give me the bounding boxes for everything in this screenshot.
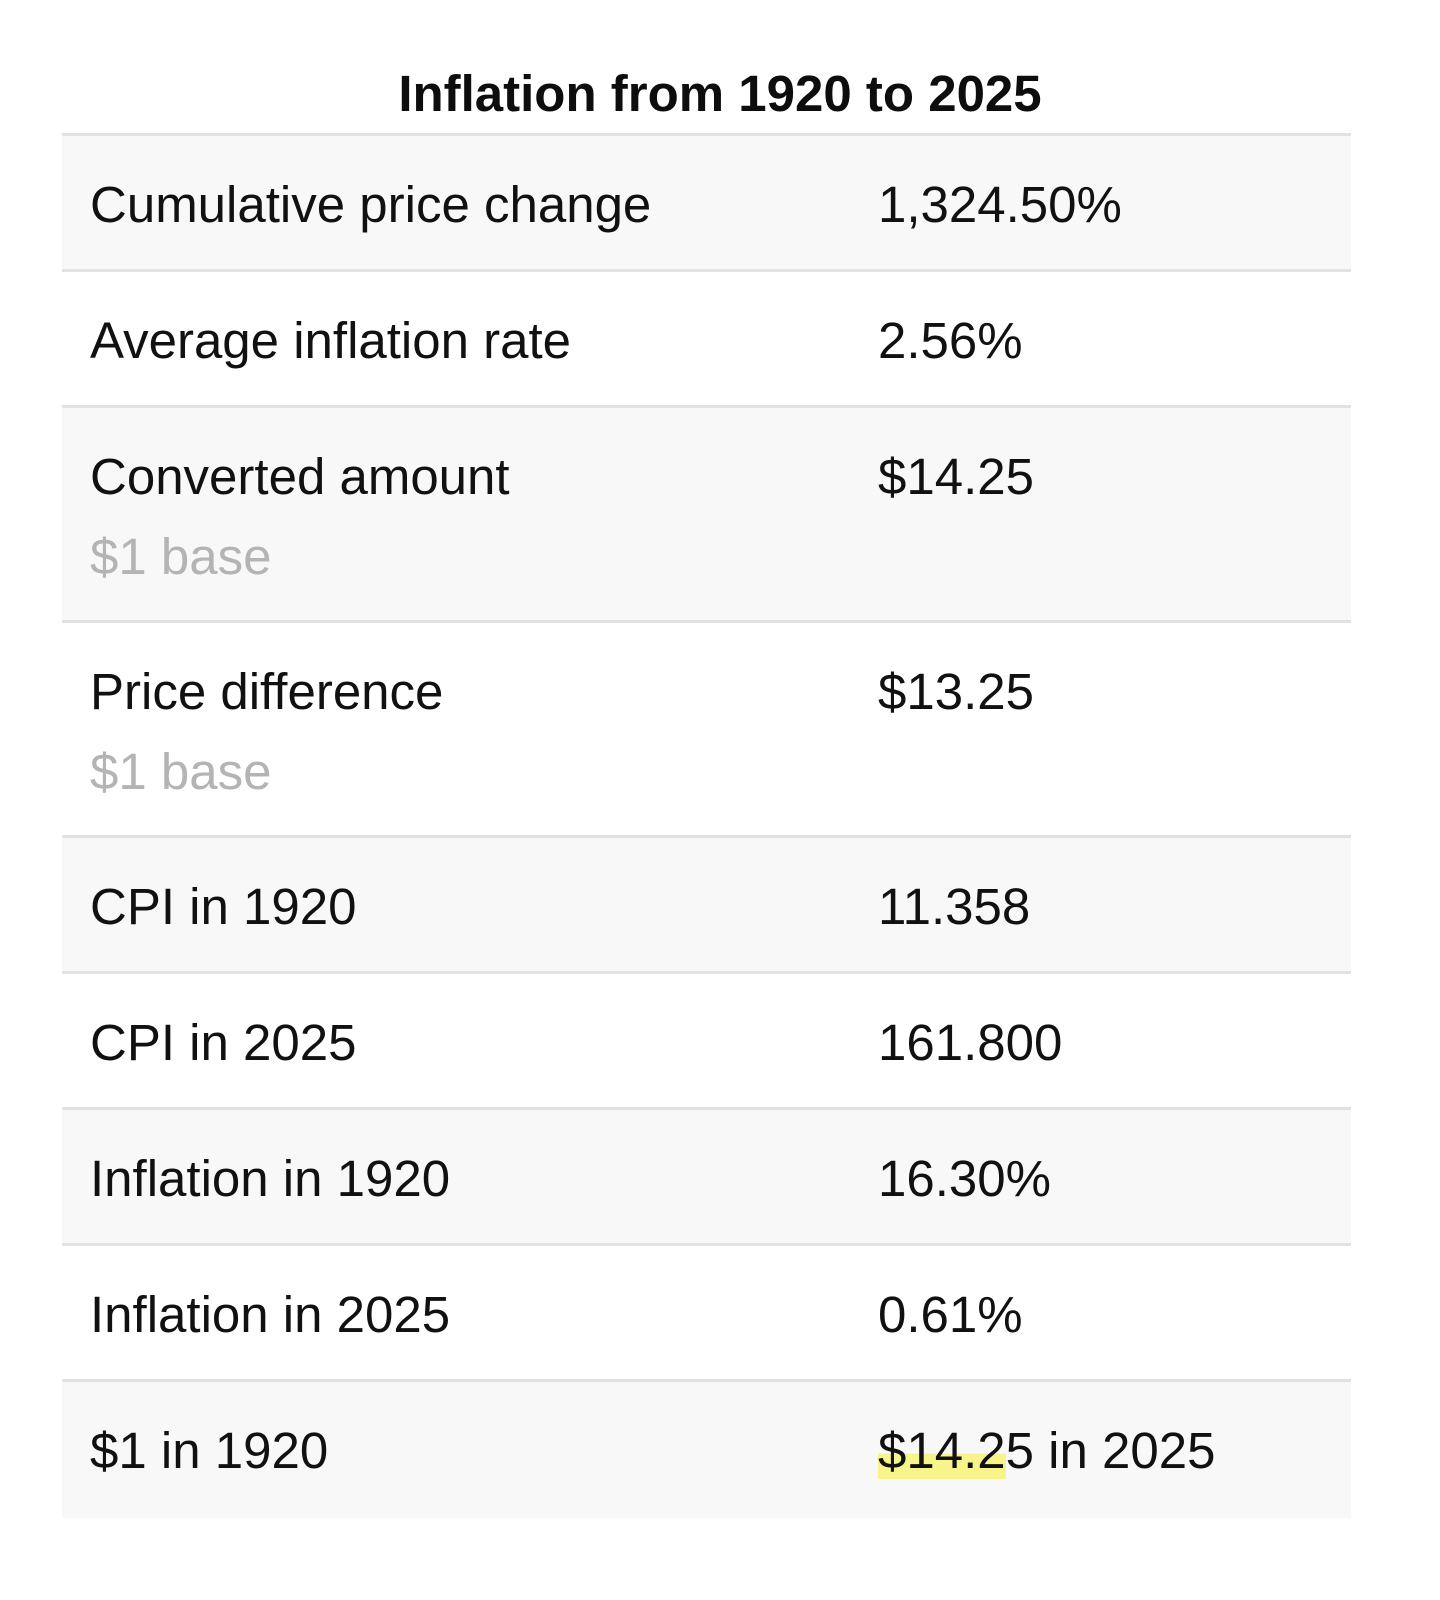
row-sublabel: $1 base — [90, 743, 272, 800]
inflation-summary-table: Cumulative price change 1,324.50% Averag… — [62, 133, 1351, 1518]
row-value: 0.61% — [878, 1286, 1023, 1343]
row-sublabel: $1 base — [90, 528, 272, 585]
highlighted-text: $14.2 — [878, 1422, 1006, 1479]
row-value: $13.25 — [878, 663, 1034, 720]
row-label: CPI in 1920 — [90, 878, 357, 935]
row-value: 161.800 — [878, 1014, 1063, 1071]
table-row-cumulative-price-change: Cumulative price change 1,324.50% — [62, 136, 1351, 272]
table-row-inflation-2025: Inflation in 2025 0.61% — [62, 1246, 1351, 1382]
table-row-average-inflation-rate: Average inflation rate 2.56% — [62, 272, 1351, 408]
row-value: 16.30% — [878, 1150, 1051, 1207]
row-value: 1,324.50% — [878, 176, 1122, 233]
value-text: 5 in 2025 — [1005, 1422, 1216, 1479]
table-row-cpi-2025: CPI in 2025 161.800 — [62, 974, 1351, 1110]
row-value: 11.358 — [878, 878, 1031, 935]
row-label: Price difference — [90, 663, 444, 720]
table-row-inflation-1920: Inflation in 1920 16.30% — [62, 1110, 1351, 1246]
row-label: Average inflation rate — [90, 312, 572, 369]
table-row-cpi-1920: CPI in 1920 11.358 — [62, 838, 1351, 974]
row-label: Inflation in 1920 — [90, 1150, 451, 1207]
row-label: Cumulative price change — [90, 176, 652, 233]
row-value: $14.25 in 2025 — [878, 1420, 1215, 1482]
row-label: CPI in 2025 — [90, 1014, 357, 1071]
row-value: 2.56% — [878, 312, 1023, 369]
row-value: $14.25 — [878, 448, 1034, 505]
table-row-dollar-1920: $1 in 1920 $14.25 in 2025 — [62, 1382, 1351, 1518]
table-title: Inflation from 1920 to 2025 — [398, 65, 1042, 122]
row-label: Converted amount — [90, 448, 510, 505]
row-label: $1 in 1920 — [90, 1422, 329, 1479]
table-row-converted-amount: Converted amount $1 base $14.25 — [62, 408, 1351, 623]
table-row-price-difference: Price difference $1 base $13.25 — [62, 623, 1351, 838]
row-label: Inflation in 2025 — [90, 1286, 451, 1343]
